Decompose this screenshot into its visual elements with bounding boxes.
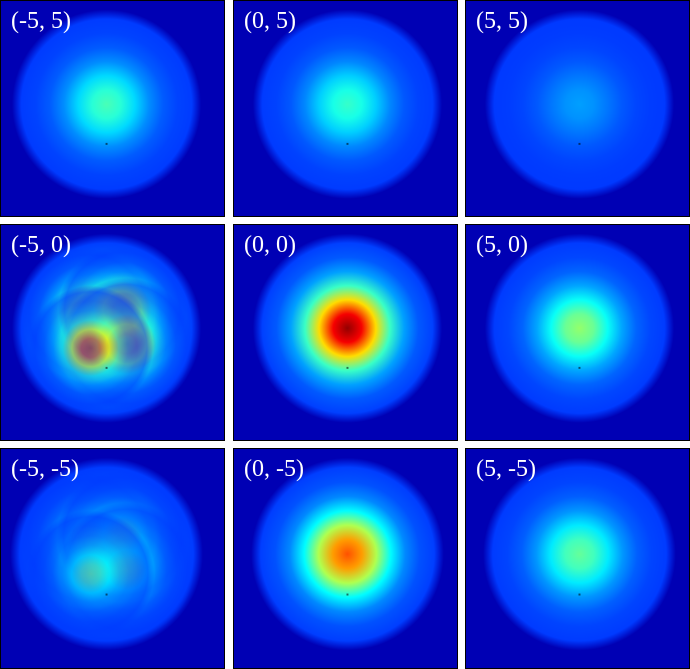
- center-marker: [105, 366, 108, 369]
- center-marker: [105, 593, 108, 596]
- panel-label: (5, 5): [476, 8, 528, 34]
- intensity-map: [234, 449, 457, 668]
- intensity-map: [466, 225, 689, 440]
- center-marker: [346, 142, 349, 145]
- intensity-blob: [484, 233, 675, 423]
- panel-top-right: (5, 5): [465, 0, 690, 217]
- intensity-blob: [483, 457, 676, 651]
- intensity-blob: [11, 9, 202, 199]
- panel-label: (5, 0): [476, 232, 528, 258]
- panel-bottom-left: (-5, -5): [0, 448, 225, 669]
- panel-label: (-5, -5): [11, 456, 79, 482]
- center-marker: [346, 366, 349, 369]
- panel-label: (5, -5): [476, 456, 536, 482]
- panel-middle-center: (0, 0): [233, 224, 458, 441]
- panel-label: (-5, 0): [11, 232, 71, 258]
- center-marker: [578, 366, 581, 369]
- panel-label: (-5, 5): [11, 8, 71, 34]
- center-marker: [578, 142, 581, 145]
- center-marker: [578, 593, 581, 596]
- panel-middle-left: (-5, 0): [0, 224, 225, 441]
- intensity-blob: [251, 457, 444, 651]
- panel-label: (0, -5): [244, 456, 304, 482]
- intensity-blob: [28, 285, 154, 411]
- center-marker: [346, 593, 349, 596]
- intensity-map: [1, 225, 224, 440]
- panel-bottom-center: (0, -5): [233, 448, 458, 669]
- intensity-map: [1, 1, 224, 216]
- center-marker: [105, 142, 108, 145]
- panel-label: (0, 5): [244, 8, 296, 34]
- intensity-map: [466, 1, 689, 216]
- panel-label: (0, 0): [244, 232, 296, 258]
- intensity-map: [234, 225, 457, 440]
- intensity-map: [1, 449, 224, 668]
- panel-middle-right: (5, 0): [465, 224, 690, 441]
- intensity-blob: [252, 9, 443, 199]
- intensity-map: [466, 449, 689, 668]
- intensity-blob: [484, 9, 675, 199]
- panel-top-left: (-5, 5): [0, 0, 225, 217]
- intensity-blob: [27, 510, 155, 638]
- panel-bottom-right: (5, -5): [465, 448, 690, 669]
- intensity-map: [234, 1, 457, 216]
- intensity-blob: [252, 233, 443, 423]
- panel-top-center: (0, 5): [233, 0, 458, 217]
